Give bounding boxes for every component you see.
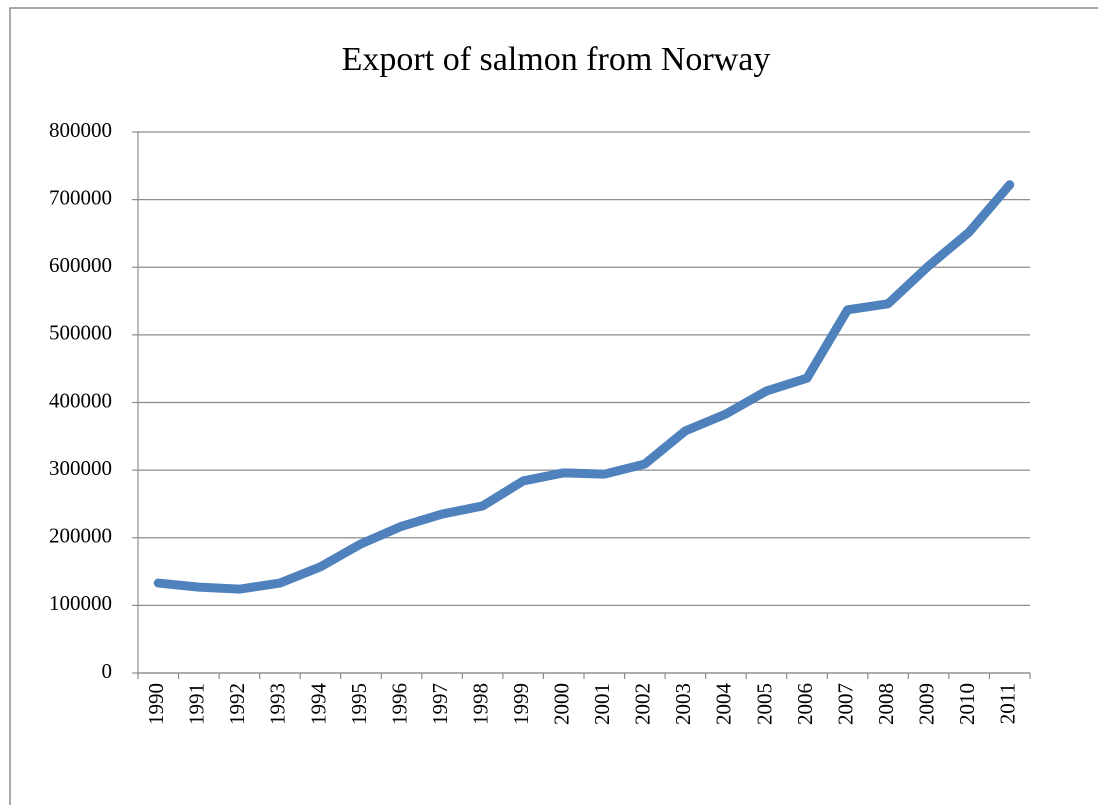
y-tick-label: 500000 [49, 321, 112, 345]
x-tick-label: 1992 [225, 683, 249, 725]
y-tick-label: 300000 [49, 456, 112, 480]
y-tick-label: 100000 [49, 591, 112, 615]
y-tick-label: 800000 [49, 118, 112, 142]
chart-border [9, 7, 1098, 805]
x-tick-label: 2007 [833, 683, 857, 725]
y-tick-label: 700000 [49, 185, 112, 209]
y-tick-label: 0 [102, 659, 113, 683]
x-tick-label: 2002 [631, 683, 655, 725]
x-tick-label: 1999 [509, 683, 533, 725]
chart-title: Export of salmon from Norway [342, 41, 771, 78]
x-tick-label: 2005 [752, 683, 776, 725]
x-tick-label: 2000 [550, 683, 574, 725]
x-tick-label: 1993 [266, 683, 290, 725]
x-tick-label: 1990 [144, 683, 168, 725]
x-tick-label: 2009 [914, 683, 938, 725]
y-tick-label: 200000 [49, 524, 112, 548]
x-tick-label: 1995 [347, 683, 371, 725]
x-tick-label: 2010 [955, 683, 979, 725]
y-tick-label: 600000 [49, 253, 112, 277]
x-tick-label: 2011 [996, 683, 1020, 724]
data-line [153, 180, 1015, 594]
x-tick-label: 1996 [387, 683, 411, 725]
x-tick-label: 2001 [590, 683, 614, 725]
x-tick-label: 2004 [712, 683, 736, 726]
x-tick-label: 1994 [306, 683, 330, 726]
x-tick-label: 2008 [874, 683, 898, 725]
x-tick-label: 1997 [428, 683, 452, 725]
y-tick-label: 400000 [49, 388, 112, 412]
x-tick-label: 2003 [671, 683, 695, 725]
x-tick-label: 1998 [468, 683, 492, 725]
x-tick-label: 1991 [185, 683, 209, 725]
x-tick-label: 2006 [793, 683, 817, 725]
